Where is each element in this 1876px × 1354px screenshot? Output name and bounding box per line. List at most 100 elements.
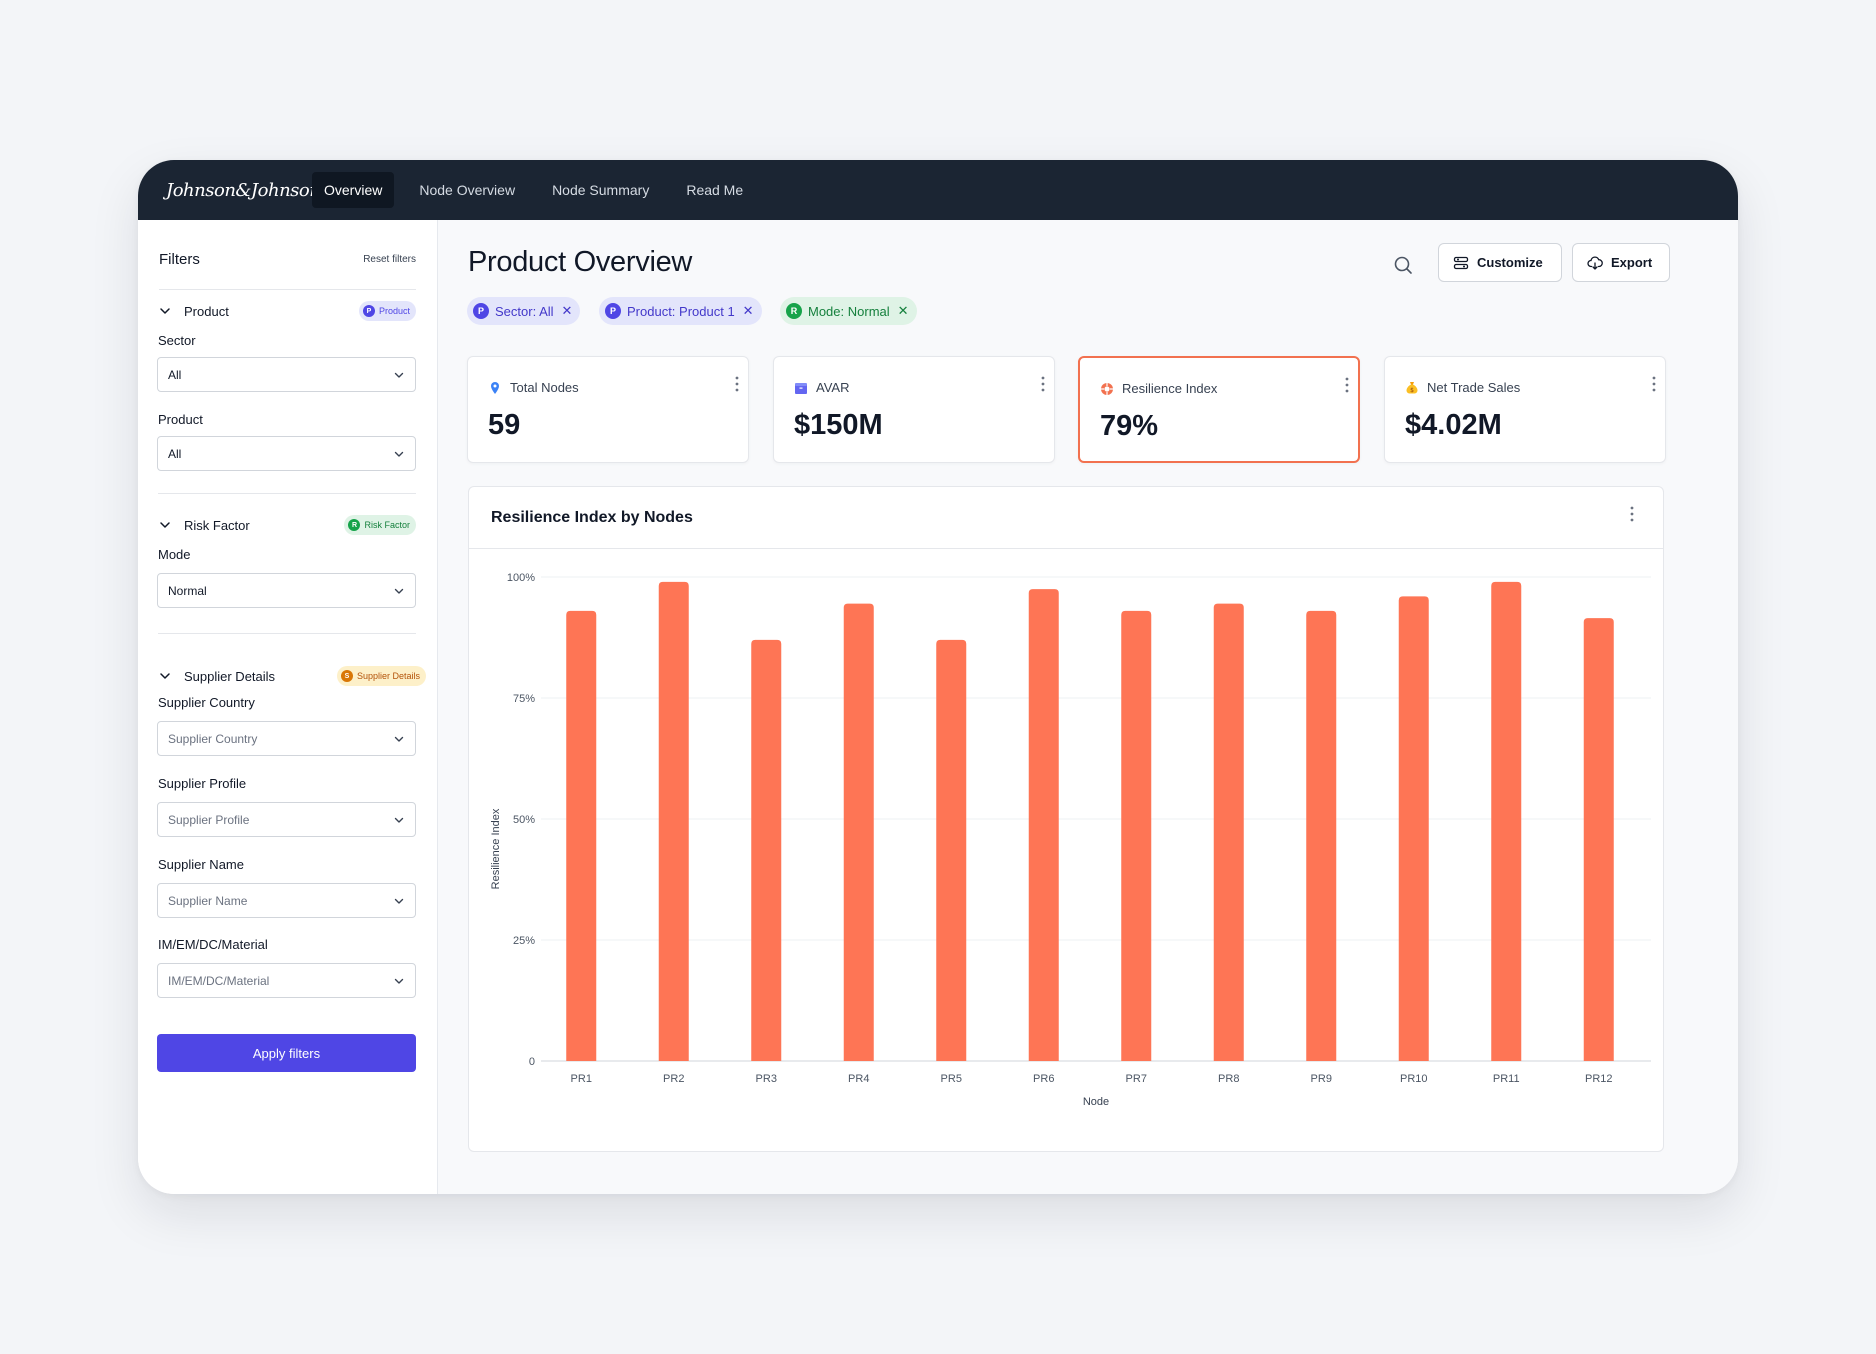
- product-select-value: All: [168, 446, 182, 461]
- bar-pr10: [1398, 596, 1429, 1061]
- export-label: Export: [1611, 255, 1653, 270]
- bar-pr6: [1028, 589, 1059, 1061]
- close-icon[interactable]: ✕: [561, 303, 573, 318]
- product-select[interactable]: All: [157, 436, 416, 471]
- more-vertical-icon[interactable]: [1038, 375, 1048, 393]
- y-tick-label: 75%: [513, 693, 535, 705]
- more-vertical-icon[interactable]: [732, 375, 742, 393]
- kpi-total-nodes[interactable]: Total Nodes 59: [467, 356, 749, 463]
- y-tick-label: 25%: [513, 935, 535, 947]
- supplier-badge: S Supplier Details: [336, 666, 426, 686]
- supplier-name-placeholder: Supplier Name: [168, 893, 248, 908]
- kpi-net-trade-sales[interactable]: $ Net Trade Sales $4.02M: [1384, 356, 1666, 463]
- x-tick-label: PR5: [941, 1073, 962, 1085]
- kpi-label: Resilience Index: [1122, 381, 1218, 396]
- mode-select[interactable]: Normal: [157, 573, 416, 608]
- supplier-section-title: Supplier Details: [184, 668, 276, 684]
- cloud-download-icon: [1587, 255, 1603, 270]
- chevron-down-icon: [394, 898, 404, 904]
- kpi-value: 79%: [1100, 410, 1159, 442]
- kpi-resilience-index[interactable]: Resilience Index 79%: [1078, 356, 1360, 463]
- kpi-value: $150M: [794, 409, 883, 441]
- supplier-badge-label: Supplier Details: [356, 671, 420, 681]
- risk-badge-label: Risk Factor: [364, 520, 410, 530]
- section-divider: [158, 633, 416, 634]
- chevron-down-icon[interactable]: [158, 304, 172, 318]
- risk-section-header[interactable]: Risk Factor R Risk Factor: [158, 514, 416, 536]
- filter-chip-mode[interactable]: R Mode: Normal ✕: [780, 297, 917, 325]
- supplier-name-label: Supplier Name: [158, 857, 244, 872]
- y-tick-label: 0: [529, 1056, 535, 1068]
- chevron-down-icon: [394, 372, 404, 378]
- chevron-down-icon[interactable]: [158, 518, 172, 532]
- tab-read-me[interactable]: Read Me: [686, 182, 744, 198]
- x-tick-label: PR4: [848, 1073, 869, 1085]
- supplier-country-label: Supplier Country: [158, 695, 255, 710]
- product-section-header[interactable]: Product P Product: [158, 300, 416, 322]
- sector-label: Sector: [158, 333, 196, 348]
- resilience-chart-card: Resilience Index by Nodes 0 25% 50% 75% 100%…: [468, 486, 1664, 1152]
- sector-select[interactable]: All: [157, 357, 416, 392]
- tab-overview[interactable]: Overview: [312, 172, 395, 208]
- apply-filters-button[interactable]: Apply filters: [157, 1034, 416, 1072]
- supplier-country-select[interactable]: Supplier Country: [157, 721, 416, 756]
- filter-chip-sector[interactable]: P Sector: All ✕: [467, 297, 581, 325]
- y-tick-label: 100%: [507, 572, 535, 584]
- supplier-badge-dot: S: [340, 670, 353, 682]
- kpi-label: Net Trade Sales: [1427, 380, 1521, 395]
- customize-button[interactable]: Customize: [1438, 243, 1562, 282]
- filter-chip-product[interactable]: P Product: Product 1 ✕: [599, 297, 762, 325]
- page-title: Product Overview: [468, 246, 693, 278]
- material-select[interactable]: IM/EM/DC/Material: [157, 963, 416, 998]
- supplier-country-placeholder: Supplier Country: [168, 731, 258, 746]
- more-vertical-icon[interactable]: [1342, 376, 1352, 394]
- kpi-avar[interactable]: AVAR $150M: [773, 356, 1055, 463]
- more-vertical-icon[interactable]: [1649, 375, 1659, 393]
- product-badge-dot: P: [362, 305, 375, 317]
- supplier-name-select[interactable]: Supplier Name: [157, 883, 416, 918]
- risk-badge-dot: R: [348, 519, 361, 531]
- x-tick-label: PR9: [1311, 1073, 1332, 1085]
- chart-title: Resilience Index by Nodes: [491, 509, 693, 526]
- money-bag-icon: $: [1406, 381, 1418, 394]
- brand-logo[interactable]: Johnson&Johnson: [166, 179, 321, 201]
- risk-badge: R Risk Factor: [344, 515, 416, 535]
- tab-node-overview[interactable]: Node Overview: [419, 182, 516, 198]
- chip-label: Product: Product 1: [627, 303, 735, 319]
- x-tick-label: PR1: [571, 1073, 592, 1085]
- kpi-value: 59: [488, 409, 521, 441]
- kpi-label: AVAR: [816, 380, 850, 395]
- bar-pr1: [566, 610, 597, 1061]
- export-button[interactable]: Export: [1572, 243, 1670, 282]
- mode-select-value: Normal: [168, 583, 207, 598]
- x-tick-label: PR2: [663, 1073, 684, 1085]
- filters-header: Filters Reset filters: [159, 244, 416, 290]
- risk-section-title: Risk Factor: [184, 517, 250, 533]
- supplier-profile-select[interactable]: Supplier Profile: [157, 802, 416, 837]
- chevron-down-icon[interactable]: [158, 669, 172, 683]
- reset-filters-link[interactable]: Reset filters: [363, 254, 416, 265]
- chip-dot: P: [605, 303, 621, 319]
- customize-icon: [1453, 256, 1469, 269]
- box-icon: [795, 382, 807, 394]
- search-icon[interactable]: [1391, 253, 1415, 277]
- close-icon[interactable]: ✕: [742, 303, 754, 318]
- bar-pr8: [1213, 603, 1244, 1061]
- product-section-title: Product: [184, 303, 229, 319]
- more-vertical-icon[interactable]: [1627, 505, 1637, 523]
- map-pin-icon: [491, 381, 499, 394]
- kpi-label: Total Nodes: [510, 380, 579, 395]
- svg-text:$: $: [1410, 387, 1414, 394]
- chip-label: Sector: All: [495, 303, 554, 319]
- chip-dot: P: [473, 303, 489, 319]
- supplier-section-header[interactable]: Supplier Details S Supplier Details: [158, 665, 426, 687]
- sector-select-value: All: [168, 367, 182, 382]
- bar-pr12: [1583, 618, 1614, 1061]
- tab-node-summary[interactable]: Node Summary: [552, 182, 650, 198]
- chevron-down-icon: [394, 736, 404, 742]
- resilience-bar-chart: 0 25% 50% 75% 100% PR1 PR2 PR3 PR4 PR5 PR6 PR7 PR8 PR…: [490, 572, 1651, 1108]
- y-axis-label: Resilience Index: [490, 808, 502, 889]
- chevron-down-icon: [394, 817, 404, 823]
- close-icon[interactable]: ✕: [897, 303, 909, 318]
- bar-pr11: [1491, 581, 1522, 1061]
